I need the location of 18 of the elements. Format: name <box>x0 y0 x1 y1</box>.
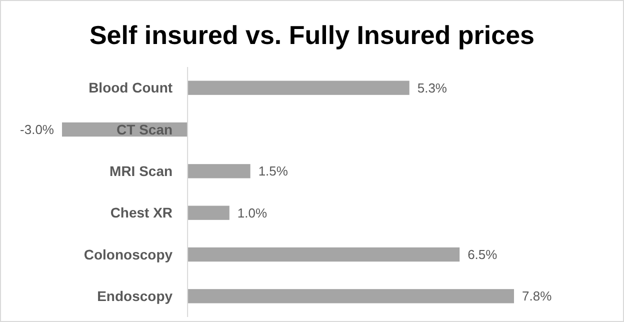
data-label: 1.0% <box>237 205 268 220</box>
bar <box>188 80 410 95</box>
bar <box>188 289 514 304</box>
y-tick-label: MRI Scan <box>110 163 173 180</box>
y-tick-label: Endoscopy <box>97 288 173 304</box>
data-label: 1.5% <box>258 164 288 179</box>
y-tick-label: Chest XR <box>110 204 173 221</box>
bar <box>188 247 460 262</box>
data-label: -3.0% <box>20 122 54 138</box>
data-label: 7.8% <box>522 288 552 304</box>
y-tick-label: Blood Count <box>88 80 173 96</box>
data-label: 5.3% <box>417 80 448 96</box>
bar <box>188 206 230 220</box>
chart-title: Self insured vs. Fully Insured prices <box>89 20 535 50</box>
bar <box>188 164 250 178</box>
y-tick-label: CT Scan <box>116 121 173 138</box>
data-label: 6.5% <box>468 247 498 262</box>
y-tick-label: Colonoscopy <box>84 246 173 262</box>
